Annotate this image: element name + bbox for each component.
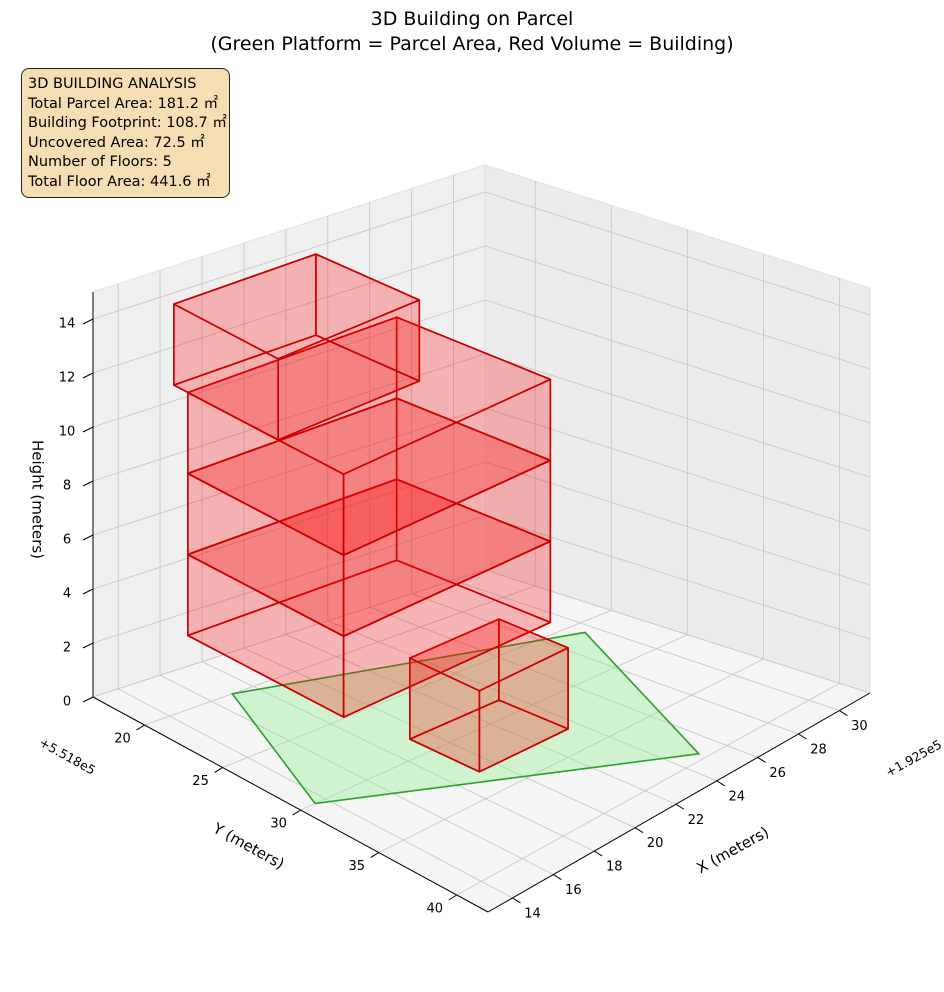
- grid-line-z: [92, 191, 486, 320]
- info-parcel-area: Total Parcel Area: 181.2 ㎡: [28, 95, 219, 112]
- floor-2: [187, 478, 552, 719]
- y-tick-label: 40: [427, 902, 444, 917]
- chart-title-line-1: 3D Building on Parcel: [370, 8, 574, 30]
- y-tick-mark: [292, 809, 301, 816]
- x-tick-mark: [757, 756, 766, 763]
- y-tick-mark: [214, 767, 223, 773]
- grid-line-z: [92, 569, 486, 698]
- x-tick-mark: [553, 874, 562, 880]
- grid-line-x: [369, 606, 758, 758]
- grid-line-z: [92, 461, 486, 590]
- x-tick-mark: [798, 733, 807, 740]
- info-floor-count: Number of Floors: 5: [28, 154, 172, 171]
- x-tick-label: 24: [729, 789, 746, 804]
- grid-line-z: [484, 461, 871, 586]
- grid-line-z: [484, 569, 871, 694]
- grid-line-z: [92, 245, 486, 374]
- grid-line-z: [92, 407, 486, 536]
- z-tick-mark: [82, 372, 94, 379]
- y-tick-label: 35: [348, 859, 365, 874]
- building-layer: [173, 253, 569, 773]
- x-tick-mark: [675, 803, 685, 810]
- grid-line-z: [484, 407, 871, 532]
- grid-line-z: [484, 515, 871, 640]
- x-tick-mark: [716, 780, 726, 787]
- grid-line-y: [456, 682, 840, 896]
- grid-line-z: [484, 245, 871, 370]
- z-tick-label: 12: [59, 371, 76, 386]
- grid-line-y: [300, 634, 688, 811]
- z-tick-label: 2: [63, 641, 71, 656]
- y-tick-mark: [136, 724, 145, 731]
- x-tick-label: 28: [810, 742, 827, 757]
- x-tick-label: 16: [565, 883, 582, 898]
- info-total-floor-area: Total Floor Area: 441.6 ㎡: [28, 173, 211, 190]
- floor-1: [408, 618, 569, 773]
- z-tick-mark: [82, 426, 94, 433]
- grid-line-x: [327, 620, 717, 782]
- y-axis-line: [92, 696, 489, 913]
- chart-title-line-2: (Green Platform = Parcel Area, Red Volum…: [210, 33, 734, 55]
- floor-4: [187, 316, 552, 557]
- grid-line-x: [201, 661, 595, 852]
- x-tick-mark: [512, 897, 521, 904]
- z-tick-label: 10: [59, 425, 76, 440]
- x-tick-mark: [593, 850, 603, 857]
- floor-face: [408, 618, 569, 692]
- grid-lines: [92, 175, 871, 899]
- z-tick-label: 6: [63, 533, 71, 548]
- z-tick-mark: [82, 534, 94, 541]
- grid-line-z: [92, 515, 486, 644]
- x-tick-label: 20: [647, 836, 664, 851]
- grid-line-x: [411, 593, 799, 735]
- x-tick-label: 14: [524, 906, 541, 921]
- x-offset-label: +1.925e5: [883, 737, 944, 780]
- x-tick-label: 22: [688, 813, 705, 828]
- info-heading: 3D BUILDING ANALYSIS: [28, 76, 197, 92]
- z-axis-label: Height (meters): [29, 440, 47, 559]
- y-tick-mark: [448, 894, 458, 901]
- x-tick-label: 18: [606, 860, 623, 875]
- info-building-footprint: Building Footprint: 108.7 ㎡: [28, 115, 227, 132]
- analysis-info-box: 3D BUILDING ANALYSIS Total Parcel Area: …: [21, 68, 230, 198]
- z-tick-mark: [82, 318, 94, 325]
- z-tick-mark: [82, 642, 94, 649]
- info-uncovered-area: Uncovered Area: 72.5 ㎡: [28, 134, 205, 151]
- x-axis-label: X (meters): [694, 823, 772, 877]
- y-tick-label: 20: [114, 732, 131, 747]
- axis-lines: [82, 292, 871, 913]
- grid-line-x: [453, 579, 840, 711]
- z-tick-label: 14: [59, 317, 76, 332]
- grid-line-y: [222, 609, 612, 768]
- x-tick-mark: [634, 827, 644, 834]
- grid-line-z: [484, 191, 871, 316]
- floor-face: [173, 253, 421, 360]
- z-tick-mark: [82, 588, 94, 595]
- x-tick-label: 30: [851, 719, 868, 734]
- z-tick-label: 8: [63, 479, 71, 494]
- z-tick-label: 0: [63, 695, 71, 710]
- grid-line-z: [484, 299, 871, 424]
- grid-line-z: [484, 353, 871, 478]
- x-tick-label: 26: [769, 766, 786, 781]
- y-tick-mark: [370, 852, 379, 858]
- grid-line-x: [117, 688, 513, 899]
- grid-line-y: [378, 658, 764, 853]
- x-axis-line: [487, 692, 871, 913]
- parcel-platform: [230, 631, 701, 805]
- grid-line-y: [144, 585, 536, 726]
- parcel-layer: [230, 631, 701, 805]
- z-tick-label: 4: [63, 587, 71, 602]
- grid-line-x: [285, 634, 677, 805]
- y-tick-label: 30: [270, 817, 287, 832]
- y-offset-label: +5.518e5: [37, 735, 98, 778]
- grid-line-x: [243, 647, 636, 829]
- grid-line-x: [159, 674, 554, 875]
- x-tick-mark: [839, 710, 848, 716]
- y-tick-label: 25: [192, 774, 209, 789]
- z-tick-mark: [82, 696, 94, 703]
- floor-5: [173, 253, 421, 441]
- z-tick-mark: [82, 480, 94, 487]
